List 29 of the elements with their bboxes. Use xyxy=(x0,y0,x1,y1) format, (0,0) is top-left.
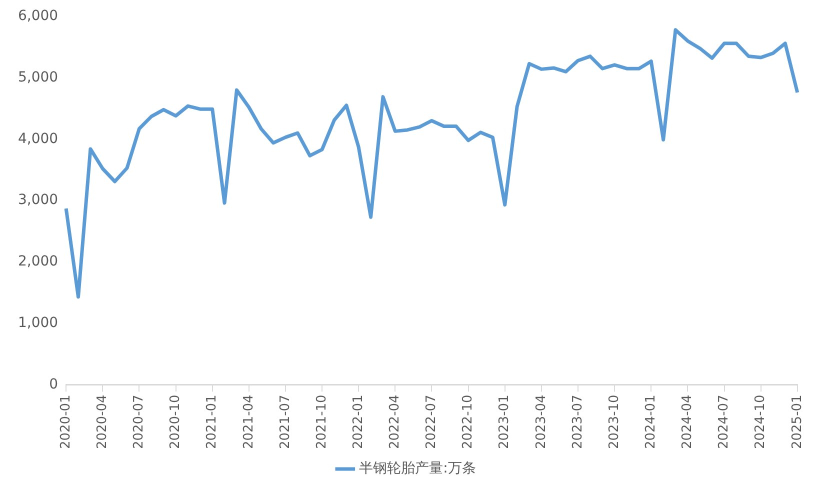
y-tick-label: 2,000 xyxy=(18,254,58,270)
x-tick-label: 2024-04 xyxy=(680,394,696,450)
x-tick-label: 2021-10 xyxy=(314,394,330,450)
y-tick-label: 3,000 xyxy=(18,192,58,208)
x-tick-label: 2020-10 xyxy=(168,394,184,450)
x-tick-label: 2020-07 xyxy=(132,394,147,450)
x-tick-label: 2021-07 xyxy=(278,394,293,450)
y-tick-label: 6,000 xyxy=(18,8,58,24)
x-tick-label: 2020-04 xyxy=(95,394,110,450)
x-tick-label: 2022-01 xyxy=(350,394,366,450)
x-tick-label: 2022-10 xyxy=(460,394,476,450)
x-tick-label: 2023-07 xyxy=(570,394,586,450)
y-tick-label: 4,000 xyxy=(18,130,58,147)
x-tick-label: 2025-01 xyxy=(790,394,805,450)
y-tick-label: 5,000 xyxy=(18,69,58,86)
x-tick-label: 2022-04 xyxy=(388,394,403,450)
x-tick-label: 2024-01 xyxy=(644,394,659,450)
x-tick-label: 2023-01 xyxy=(497,394,512,450)
x-tick-label: 2024-07 xyxy=(716,394,732,450)
x-tick-label: 2021-01 xyxy=(204,394,220,450)
x-tick-label: 2023-04 xyxy=(534,394,549,450)
x-tick-label: 2023-10 xyxy=(606,394,622,450)
y-tick-label: 0 xyxy=(49,376,58,392)
x-tick-label: 2022-07 xyxy=(424,394,440,450)
legend-label: 半钢轮胎产量:万条 xyxy=(359,460,476,477)
x-tick-label: 2021-04 xyxy=(241,394,256,450)
x-tick-label: 2020-01 xyxy=(58,394,74,450)
x-tick-label: 2024-10 xyxy=(753,394,768,450)
y-tick-label: 1,000 xyxy=(18,314,58,331)
